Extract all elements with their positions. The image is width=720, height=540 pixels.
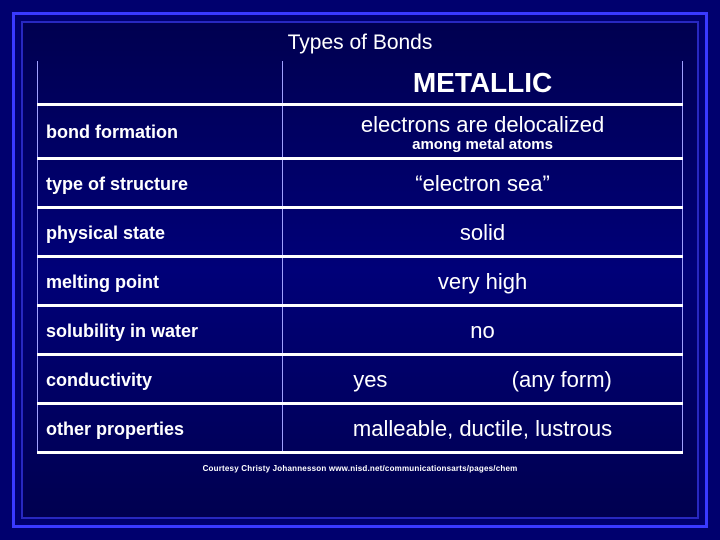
row-label: other properties	[38, 404, 283, 453]
table-row: solubility in water no	[38, 306, 683, 355]
header-right: METALLIC	[283, 61, 683, 105]
row-label: conductivity	[38, 355, 283, 404]
table-row: conductivity yes (any form)	[38, 355, 683, 404]
row-label: type of structure	[38, 159, 283, 208]
row-value-right: (any form)	[512, 367, 612, 393]
row-label: melting point	[38, 257, 283, 306]
row-value: no	[283, 306, 683, 355]
credit-line: Courtesy Christy Johannesson www.nisd.ne…	[37, 464, 683, 473]
row-value-sub: among metal atoms	[291, 136, 674, 153]
row-value: malleable, ductile, lustrous	[283, 404, 683, 453]
table-row: melting point very high	[38, 257, 683, 306]
table-row: type of structure “electron sea”	[38, 159, 683, 208]
row-label: solubility in water	[38, 306, 283, 355]
row-value: very high	[283, 257, 683, 306]
outer-frame: Types of Bonds METALLIC bond formation e…	[12, 12, 708, 528]
row-value: “electron sea”	[283, 159, 683, 208]
row-value: electrons are delocalized among metal at…	[283, 105, 683, 159]
header-left-blank	[38, 61, 283, 105]
row-value: yes (any form)	[283, 355, 683, 404]
table-row: bond formation electrons are delocalized…	[38, 105, 683, 159]
row-label: bond formation	[38, 105, 283, 159]
row-value-main: electrons are delocalized	[361, 112, 604, 137]
slide-title: Types of Bonds	[37, 31, 683, 55]
table-row: physical state solid	[38, 208, 683, 257]
row-value: solid	[283, 208, 683, 257]
row-label: physical state	[38, 208, 283, 257]
bonds-table: METALLIC bond formation electrons are de…	[37, 61, 683, 454]
inner-frame: Types of Bonds METALLIC bond formation e…	[21, 21, 699, 519]
table-row: other properties malleable, ductile, lus…	[38, 404, 683, 453]
table-header-row: METALLIC	[38, 61, 683, 105]
row-value-left: yes	[353, 367, 387, 393]
